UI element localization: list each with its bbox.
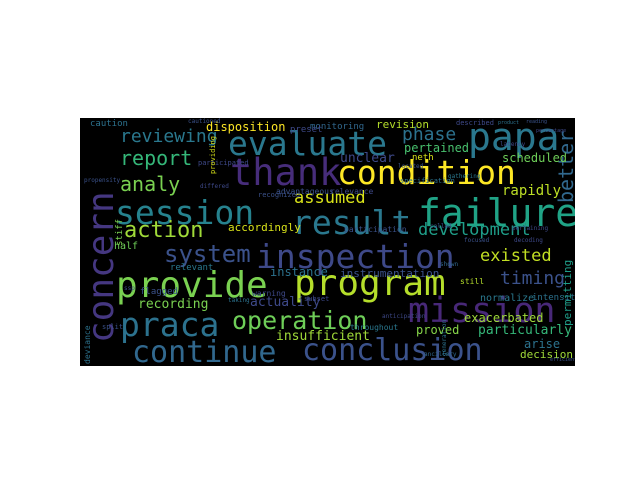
word-condition: condition: [337, 153, 516, 192]
word-conclusion: conclusion: [302, 333, 483, 366]
word-described: described: [456, 119, 494, 127]
word-relevant: relevant: [170, 263, 214, 273]
word-proved: proved: [416, 323, 460, 337]
word-anticipation: anticipation: [382, 313, 426, 320]
word-efficient: efficient: [550, 357, 575, 363]
word-mission: mission: [408, 291, 556, 331]
word-recording: recording: [138, 297, 209, 312]
word-pertained: pertained: [404, 141, 470, 155]
word-decoding: decoding: [514, 237, 543, 244]
word-cloud: concern evaluate papa thank condition se…: [80, 118, 575, 366]
word-accordingly: accordingly: [228, 221, 301, 234]
word-phase: phase: [402, 124, 457, 145]
word-shown: shown: [440, 261, 459, 268]
word-reviewing: reviewing: [120, 126, 218, 147]
word-scheduled: scheduled: [502, 151, 568, 165]
word-providing: providing: [209, 136, 217, 174]
word-neth: neth: [412, 153, 434, 163]
word-differed: differed: [200, 183, 229, 190]
word-relevance: relevance: [330, 187, 374, 196]
word-product: product: [498, 120, 520, 126]
word-exacerbated: exacerbated: [464, 311, 544, 325]
word-rapidly: rapidly: [502, 183, 562, 199]
word-half: half: [114, 241, 139, 252]
word-warning: warning: [252, 289, 286, 298]
word-caution: caution: [90, 119, 128, 129]
word-gathering: gathering: [448, 173, 481, 180]
word-normalize: normalize: [480, 293, 535, 304]
word-ssp: ssp: [124, 285, 135, 292]
word-insufficient: insufficient: [276, 329, 370, 344]
word-propensity: propensity: [84, 177, 121, 184]
word-flagged: flagged: [140, 287, 178, 297]
word-split: split: [102, 323, 124, 331]
word-thank: thank: [230, 151, 342, 194]
word-throughout: throughout: [350, 323, 399, 332]
word-preset: preset: [290, 125, 323, 135]
word-evaluate: evaluate: [228, 124, 387, 163]
word-participated: participated: [198, 159, 249, 167]
word-subset: subset: [304, 295, 330, 303]
word-program: program: [294, 263, 446, 304]
word-intensity: intensity: [532, 293, 575, 303]
word-instance: instance: [270, 265, 328, 279]
word-ancillary: ancillary: [424, 351, 457, 358]
word-analy: analy: [120, 172, 181, 196]
word-timing: timing: [500, 268, 566, 289]
word-inspection: inspection: [256, 237, 455, 276]
word-assumed: assumed: [294, 188, 366, 208]
word-particularly: particularly: [478, 323, 572, 338]
word-existed: existed: [480, 246, 552, 266]
word-action: action: [124, 218, 204, 243]
word-generation: generation: [441, 319, 448, 356]
word-focused: focused: [464, 237, 490, 244]
word-pertaining: pertaining: [512, 225, 549, 232]
word-system: system: [164, 240, 251, 268]
word-still: still: [460, 277, 485, 286]
word-recognized: recognized: [258, 191, 301, 199]
word-praca: praca: [120, 305, 220, 344]
word-report: report: [120, 146, 193, 170]
word-stiff: stiff: [115, 218, 125, 246]
word-percentage: percentage: [536, 128, 567, 134]
word-located: located: [398, 163, 424, 170]
word-session: session: [115, 193, 255, 232]
word-specification: specification: [400, 177, 455, 185]
word-result: result: [292, 203, 412, 242]
word-operation: operation: [232, 306, 368, 335]
word-revision: revision: [376, 118, 429, 131]
word-called: called: [430, 223, 452, 230]
word-cautioned: cautioned: [188, 118, 221, 125]
word-decision: decision: [520, 348, 573, 361]
word-provide: provide: [116, 265, 268, 306]
word-failure: failure: [418, 191, 575, 235]
word-taking: taking: [228, 297, 250, 304]
word-advantageous: advantageous: [276, 187, 334, 196]
word-actuality: actuality: [250, 295, 321, 310]
word-papa: papa: [468, 118, 560, 159]
word-disposition: disposition: [206, 120, 286, 134]
word-development: development: [418, 220, 531, 240]
word-unclear: unclear: [340, 151, 395, 166]
word-latency: latency: [500, 141, 526, 148]
word-reading: reading: [526, 119, 548, 125]
word-instrumentation: instrumentation: [340, 267, 440, 280]
word-monitoring: monitoring: [310, 122, 365, 132]
word-participation: participation: [344, 225, 407, 234]
word-continue: continue: [132, 335, 277, 367]
word-arise: arise: [524, 337, 561, 351]
word-deviance: deviance: [83, 325, 92, 364]
